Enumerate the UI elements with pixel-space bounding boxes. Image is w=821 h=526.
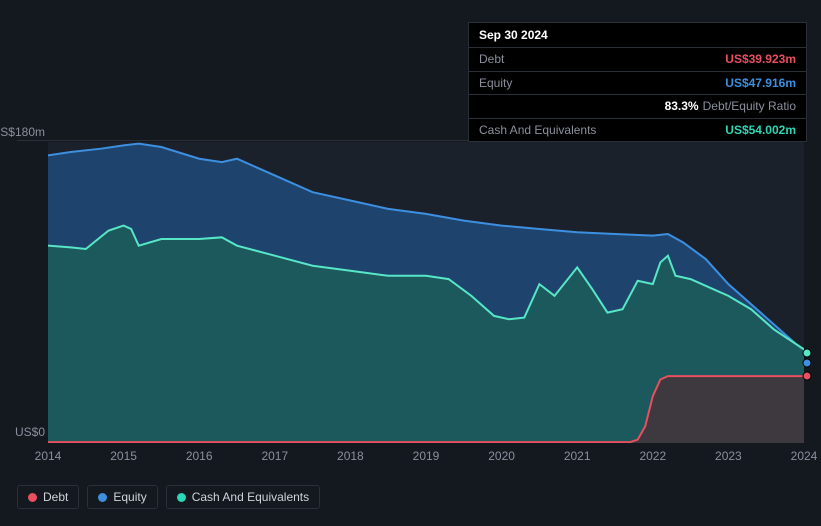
chart-plot-area [48, 142, 804, 443]
tooltip-row-value: US$54.002m [725, 123, 796, 137]
series-end-marker-equity [803, 358, 812, 367]
tooltip-row-label: Cash And Equivalents [479, 123, 596, 137]
y-axis-label: US$180m [0, 125, 45, 139]
x-axis-label: 2021 [564, 449, 591, 463]
tooltip-row: Cash And Equivalents US$54.002m [469, 119, 806, 141]
legend-swatch [98, 493, 107, 502]
legend-swatch [28, 493, 37, 502]
x-axis-label: 2022 [639, 449, 666, 463]
x-axis-label: 2024 [791, 449, 818, 463]
tooltip-row-label: Debt [479, 52, 504, 66]
series-end-marker-debt [803, 372, 812, 381]
x-axis-label: 2019 [413, 449, 440, 463]
x-axis-label: 2023 [715, 449, 742, 463]
legend-label: Cash And Equivalents [192, 490, 309, 504]
legend-item-cash-and-equivalents[interactable]: Cash And Equivalents [166, 485, 320, 509]
series-end-marker-cash [803, 348, 812, 357]
tooltip-row: Debt US$39.923m [469, 48, 806, 71]
chart-legend: Debt Equity Cash And Equivalents [17, 485, 320, 509]
legend-swatch [177, 493, 186, 502]
area-chart-svg [48, 142, 804, 443]
legend-label: Debt [43, 490, 68, 504]
tooltip-row: 83.3%Debt/Equity Ratio [469, 95, 806, 118]
legend-label: Equity [113, 490, 146, 504]
x-axis-label: 2014 [35, 449, 62, 463]
tooltip-row-label: Equity [479, 76, 512, 90]
x-axis-label: 2015 [110, 449, 137, 463]
x-axis-label: 2016 [186, 449, 213, 463]
tooltip-row: Equity US$47.916m [469, 72, 806, 95]
x-axis-label: 2017 [261, 449, 288, 463]
legend-item-equity[interactable]: Equity [87, 485, 157, 509]
x-axis: 2014201520162017201820192020202120222023… [48, 449, 804, 465]
tooltip-row-value: 83.3%Debt/Equity Ratio [665, 99, 796, 113]
tooltip-date: Sep 30 2024 [469, 23, 806, 48]
y-axis-label: US$0 [15, 425, 45, 439]
tooltip-row-value: US$47.916m [725, 76, 796, 90]
tooltip-row-value: US$39.923m [725, 52, 796, 66]
chart-tooltip: Sep 30 2024 Debt US$39.923m Equity US$47.91… [468, 22, 807, 142]
x-axis-label: 2020 [488, 449, 515, 463]
legend-item-debt[interactable]: Debt [17, 485, 79, 509]
x-axis-label: 2018 [337, 449, 364, 463]
